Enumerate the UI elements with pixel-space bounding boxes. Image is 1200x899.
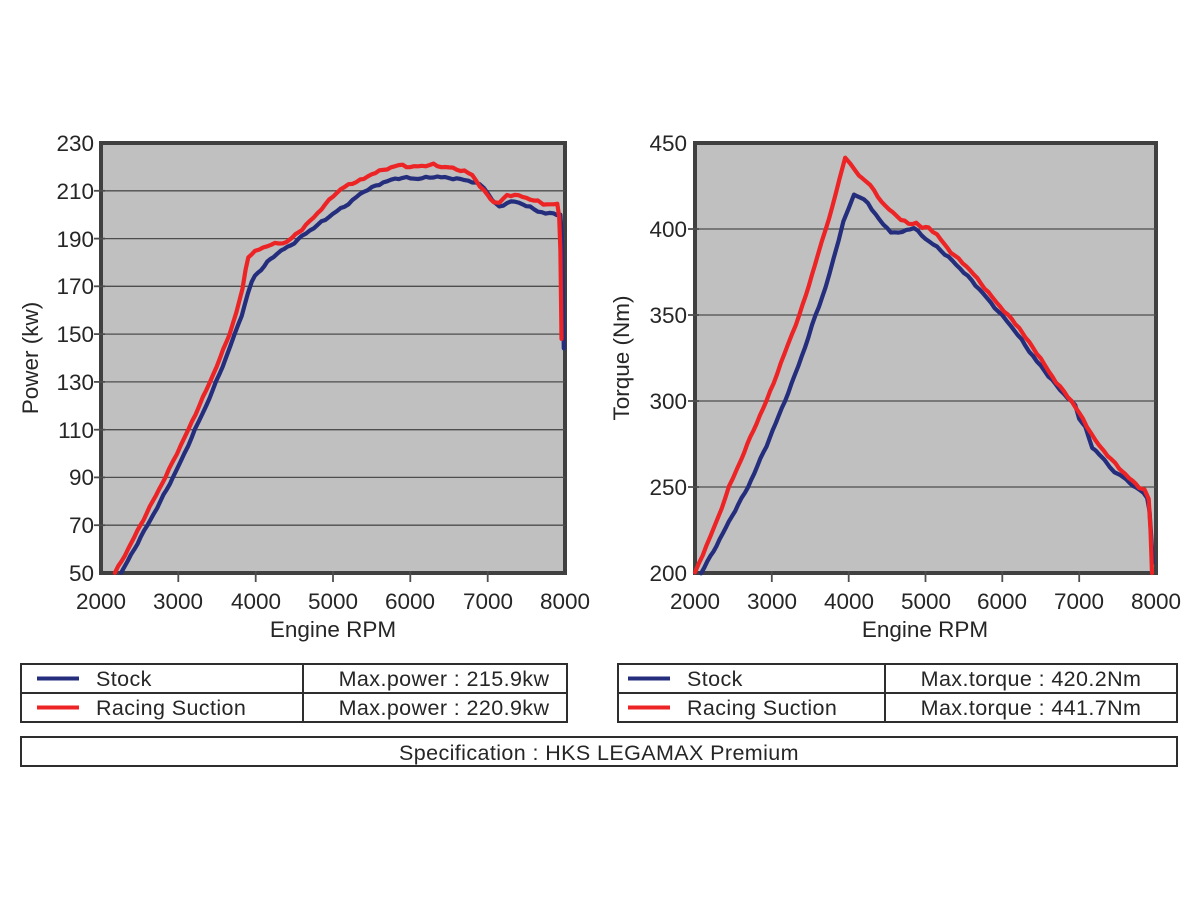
svg-text:3000: 3000 [153,589,203,614]
svg-text:Max.power : 220.9kw: Max.power : 220.9kw [339,696,550,720]
svg-text:Torque (Nm): Torque (Nm) [609,295,634,420]
svg-text:2000: 2000 [670,589,720,614]
svg-text:50: 50 [69,561,94,586]
svg-text:230: 230 [56,131,94,156]
svg-text:Max.torque : 441.7Nm: Max.torque : 441.7Nm [921,696,1142,720]
svg-text:190: 190 [56,227,94,252]
svg-text:6000: 6000 [977,589,1027,614]
svg-text:5000: 5000 [308,589,358,614]
svg-text:90: 90 [69,465,94,490]
svg-text:Power (kw): Power (kw) [18,302,43,415]
svg-text:450: 450 [649,131,687,156]
svg-text:Specification : HKS LEGAMAX Pr: Specification : HKS LEGAMAX Premium [399,741,799,765]
svg-text:8000: 8000 [540,589,590,614]
svg-text:110: 110 [58,418,94,443]
svg-text:4000: 4000 [824,589,874,614]
svg-text:130: 130 [56,370,94,395]
svg-text:Racing Suction: Racing Suction [687,696,837,720]
svg-text:250: 250 [649,475,687,500]
svg-text:3000: 3000 [747,589,797,614]
svg-text:300: 300 [649,389,687,414]
svg-text:6000: 6000 [385,589,435,614]
svg-text:200: 200 [649,561,687,586]
svg-text:Stock: Stock [96,667,152,691]
svg-text:8000: 8000 [1131,589,1181,614]
svg-text:Stock: Stock [687,667,743,691]
svg-text:Engine RPM: Engine RPM [862,617,988,642]
svg-text:400: 400 [649,217,687,242]
svg-text:170: 170 [56,274,94,299]
svg-text:Engine RPM: Engine RPM [270,617,396,642]
svg-text:7000: 7000 [1054,589,1104,614]
svg-text:Max.power : 215.9kw: Max.power : 215.9kw [339,667,550,691]
svg-text:4000: 4000 [231,589,281,614]
svg-text:2000: 2000 [76,589,126,614]
svg-text:70: 70 [69,513,94,538]
svg-text:Racing Suction: Racing Suction [96,696,246,720]
svg-text:210: 210 [56,179,94,204]
svg-text:5000: 5000 [901,589,951,614]
svg-text:150: 150 [56,322,94,347]
svg-text:Max.torque : 420.2Nm: Max.torque : 420.2Nm [921,667,1142,691]
svg-text:350: 350 [649,303,687,328]
svg-text:7000: 7000 [463,589,513,614]
